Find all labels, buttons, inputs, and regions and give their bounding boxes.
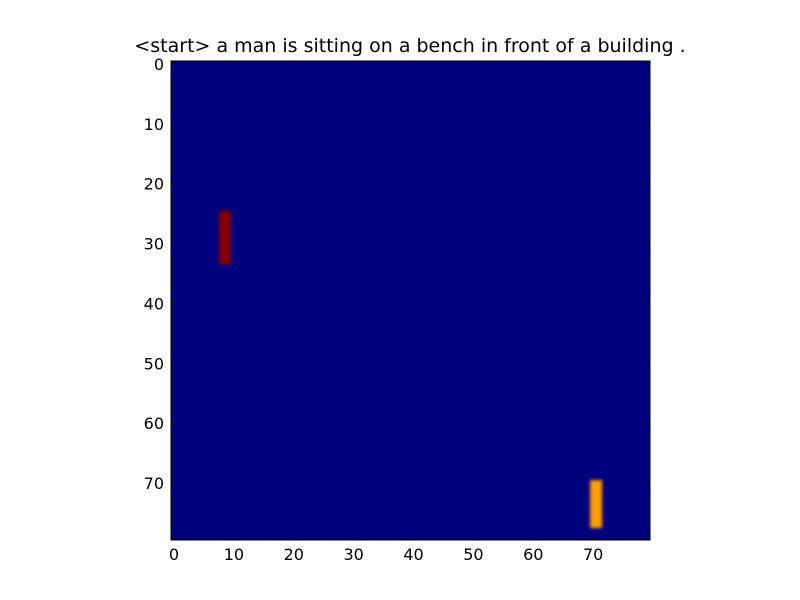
x-tick-label: 40 xyxy=(403,545,423,564)
y-tick-label: 10 xyxy=(144,115,164,134)
x-tick-label: 0 xyxy=(169,545,179,564)
y-tick-label: 20 xyxy=(144,175,164,194)
axes-frame xyxy=(170,60,651,541)
y-tick-label: 60 xyxy=(144,414,164,433)
heatmap-cell-2 xyxy=(590,480,603,529)
y-tick-label: 40 xyxy=(144,294,164,313)
x-tick-label: 50 xyxy=(463,545,483,564)
y-tick-label: 50 xyxy=(144,354,164,373)
y-tick-label: 70 xyxy=(144,474,164,493)
x-tick-label: 60 xyxy=(523,545,543,564)
x-tick-label: 10 xyxy=(224,545,244,564)
chart-title: <start> a man is sitting on a bench in f… xyxy=(134,35,685,57)
x-tick-label: 30 xyxy=(343,545,363,564)
y-tick-label: 0 xyxy=(154,55,164,74)
axis-ticks: 0 10 20 30 40 50 60 70 0 10 20 30 40 50 60 70 xyxy=(144,55,650,564)
y-tick-label: 30 xyxy=(144,235,164,254)
heatmap-cells xyxy=(218,210,603,529)
heatmap-background xyxy=(171,61,650,540)
x-tick-label: 20 xyxy=(284,545,304,564)
x-tick-label: 70 xyxy=(583,545,603,564)
heatmap-cell-1 xyxy=(218,210,231,265)
